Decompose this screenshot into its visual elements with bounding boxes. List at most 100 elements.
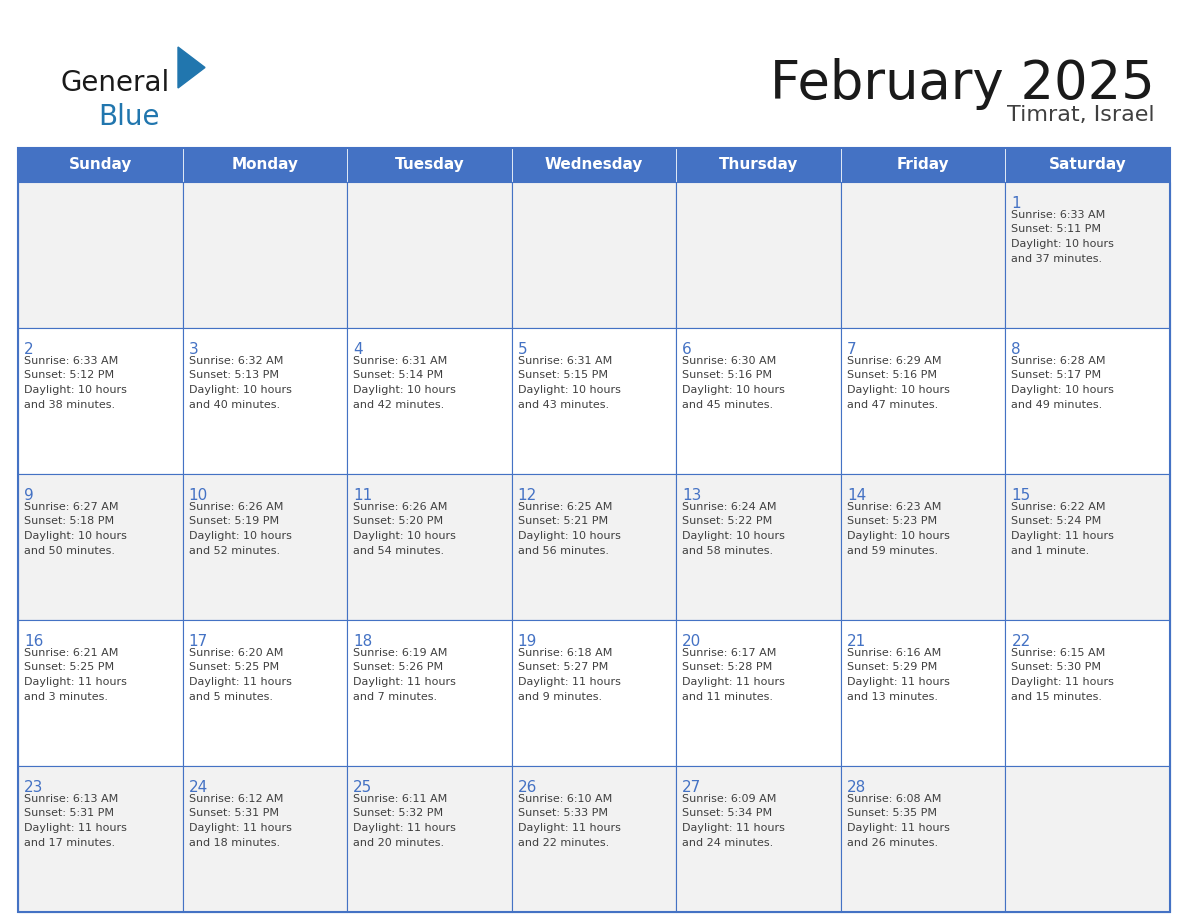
Bar	[1005, 148, 1170, 182]
Text: Sunrise: 6:11 AM: Sunrise: 6:11 AM	[353, 794, 448, 804]
Text: Sunrise: 6:33 AM: Sunrise: 6:33 AM	[24, 356, 119, 366]
Text: Sunset: 5:31 PM: Sunset: 5:31 PM	[189, 809, 278, 819]
Bar	[347, 328, 512, 474]
Text: 19: 19	[518, 634, 537, 649]
Text: Timrat, Israel: Timrat, Israel	[1007, 105, 1155, 125]
Text: and 40 minutes.: and 40 minutes.	[189, 399, 279, 409]
Text: and 45 minutes.: and 45 minutes.	[682, 399, 773, 409]
Text: Sunrise: 6:32 AM: Sunrise: 6:32 AM	[189, 356, 283, 366]
Bar	[841, 148, 1005, 182]
Text: and 13 minutes.: and 13 minutes.	[847, 691, 937, 701]
Bar	[841, 328, 1005, 474]
Text: and 17 minutes.: and 17 minutes.	[24, 837, 115, 847]
Text: Sunset: 5:20 PM: Sunset: 5:20 PM	[353, 517, 443, 527]
Text: 16: 16	[24, 634, 44, 649]
Text: and 15 minutes.: and 15 minutes.	[1011, 691, 1102, 701]
Bar	[512, 182, 676, 328]
Text: Sunrise: 6:27 AM: Sunrise: 6:27 AM	[24, 502, 119, 512]
Text: Sunset: 5:32 PM: Sunset: 5:32 PM	[353, 809, 443, 819]
Text: Sunrise: 6:31 AM: Sunrise: 6:31 AM	[353, 356, 448, 366]
Text: 20: 20	[682, 634, 702, 649]
Bar	[676, 620, 841, 766]
Text: Sunrise: 6:17 AM: Sunrise: 6:17 AM	[682, 648, 777, 658]
Text: 4: 4	[353, 342, 362, 357]
Text: and 58 minutes.: and 58 minutes.	[682, 545, 773, 555]
Text: 25: 25	[353, 780, 372, 795]
Text: and 56 minutes.: and 56 minutes.	[518, 545, 608, 555]
Bar	[1005, 328, 1170, 474]
Text: and 43 minutes.: and 43 minutes.	[518, 399, 608, 409]
Text: Sunset: 5:11 PM: Sunset: 5:11 PM	[1011, 225, 1101, 234]
Text: Sunset: 5:27 PM: Sunset: 5:27 PM	[518, 663, 608, 673]
Bar	[347, 766, 512, 912]
Text: Sunset: 5:16 PM: Sunset: 5:16 PM	[847, 371, 937, 380]
Text: Tuesday: Tuesday	[394, 158, 465, 173]
Text: Sunrise: 6:08 AM: Sunrise: 6:08 AM	[847, 794, 941, 804]
Bar	[347, 620, 512, 766]
Text: Daylight: 10 hours: Daylight: 10 hours	[682, 385, 785, 395]
Bar	[512, 148, 676, 182]
Text: Sunset: 5:30 PM: Sunset: 5:30 PM	[1011, 663, 1101, 673]
Text: Sunset: 5:28 PM: Sunset: 5:28 PM	[682, 663, 772, 673]
Text: 28: 28	[847, 780, 866, 795]
Bar	[183, 474, 347, 620]
Text: 3: 3	[189, 342, 198, 357]
Text: 21: 21	[847, 634, 866, 649]
Text: Sunset: 5:29 PM: Sunset: 5:29 PM	[847, 663, 937, 673]
Text: Sunrise: 6:21 AM: Sunrise: 6:21 AM	[24, 648, 119, 658]
Text: and 24 minutes.: and 24 minutes.	[682, 837, 773, 847]
Text: Blue: Blue	[97, 103, 159, 131]
Text: Sunrise: 6:26 AM: Sunrise: 6:26 AM	[189, 502, 283, 512]
Text: Sunrise: 6:33 AM: Sunrise: 6:33 AM	[1011, 210, 1106, 220]
Bar	[841, 620, 1005, 766]
Text: 13: 13	[682, 488, 702, 503]
Bar	[347, 148, 512, 182]
Text: and 9 minutes.: and 9 minutes.	[518, 691, 602, 701]
Text: Sunrise: 6:23 AM: Sunrise: 6:23 AM	[847, 502, 941, 512]
Text: Saturday: Saturday	[1049, 158, 1126, 173]
Text: Sunset: 5:12 PM: Sunset: 5:12 PM	[24, 371, 114, 380]
Text: 27: 27	[682, 780, 702, 795]
Text: Daylight: 10 hours: Daylight: 10 hours	[1011, 385, 1114, 395]
Text: and 11 minutes.: and 11 minutes.	[682, 691, 773, 701]
Text: 6: 6	[682, 342, 693, 357]
Text: Sunrise: 6:26 AM: Sunrise: 6:26 AM	[353, 502, 448, 512]
Text: Sunrise: 6:16 AM: Sunrise: 6:16 AM	[847, 648, 941, 658]
Text: and 7 minutes.: and 7 minutes.	[353, 691, 437, 701]
Text: 8: 8	[1011, 342, 1020, 357]
Text: 1: 1	[1011, 196, 1020, 211]
Bar	[18, 328, 183, 474]
Text: and 20 minutes.: and 20 minutes.	[353, 837, 444, 847]
Bar	[18, 766, 183, 912]
Bar	[512, 328, 676, 474]
Text: 15: 15	[1011, 488, 1031, 503]
Text: Daylight: 11 hours: Daylight: 11 hours	[1011, 677, 1114, 687]
Text: Sunrise: 6:10 AM: Sunrise: 6:10 AM	[518, 794, 612, 804]
Text: Sunset: 5:14 PM: Sunset: 5:14 PM	[353, 371, 443, 380]
Polygon shape	[178, 47, 206, 88]
Text: Daylight: 11 hours: Daylight: 11 hours	[518, 677, 620, 687]
Text: Daylight: 10 hours: Daylight: 10 hours	[847, 385, 949, 395]
Text: 24: 24	[189, 780, 208, 795]
Bar	[18, 148, 1170, 912]
Text: Sunrise: 6:18 AM: Sunrise: 6:18 AM	[518, 648, 612, 658]
Text: Sunset: 5:19 PM: Sunset: 5:19 PM	[189, 517, 279, 527]
Text: Sunrise: 6:09 AM: Sunrise: 6:09 AM	[682, 794, 777, 804]
Text: and 49 minutes.: and 49 minutes.	[1011, 399, 1102, 409]
Text: Sunset: 5:26 PM: Sunset: 5:26 PM	[353, 663, 443, 673]
Bar	[1005, 182, 1170, 328]
Text: Sunset: 5:13 PM: Sunset: 5:13 PM	[189, 371, 278, 380]
Text: Daylight: 10 hours: Daylight: 10 hours	[24, 385, 127, 395]
Text: Daylight: 11 hours: Daylight: 11 hours	[682, 677, 785, 687]
Text: 5: 5	[518, 342, 527, 357]
Bar	[183, 620, 347, 766]
Bar	[512, 474, 676, 620]
Bar	[676, 148, 841, 182]
Text: and 3 minutes.: and 3 minutes.	[24, 691, 108, 701]
Bar	[676, 328, 841, 474]
Bar	[183, 148, 347, 182]
Text: 22: 22	[1011, 634, 1031, 649]
Bar	[18, 182, 183, 328]
Text: Sunrise: 6:31 AM: Sunrise: 6:31 AM	[518, 356, 612, 366]
Text: Sunset: 5:25 PM: Sunset: 5:25 PM	[24, 663, 114, 673]
